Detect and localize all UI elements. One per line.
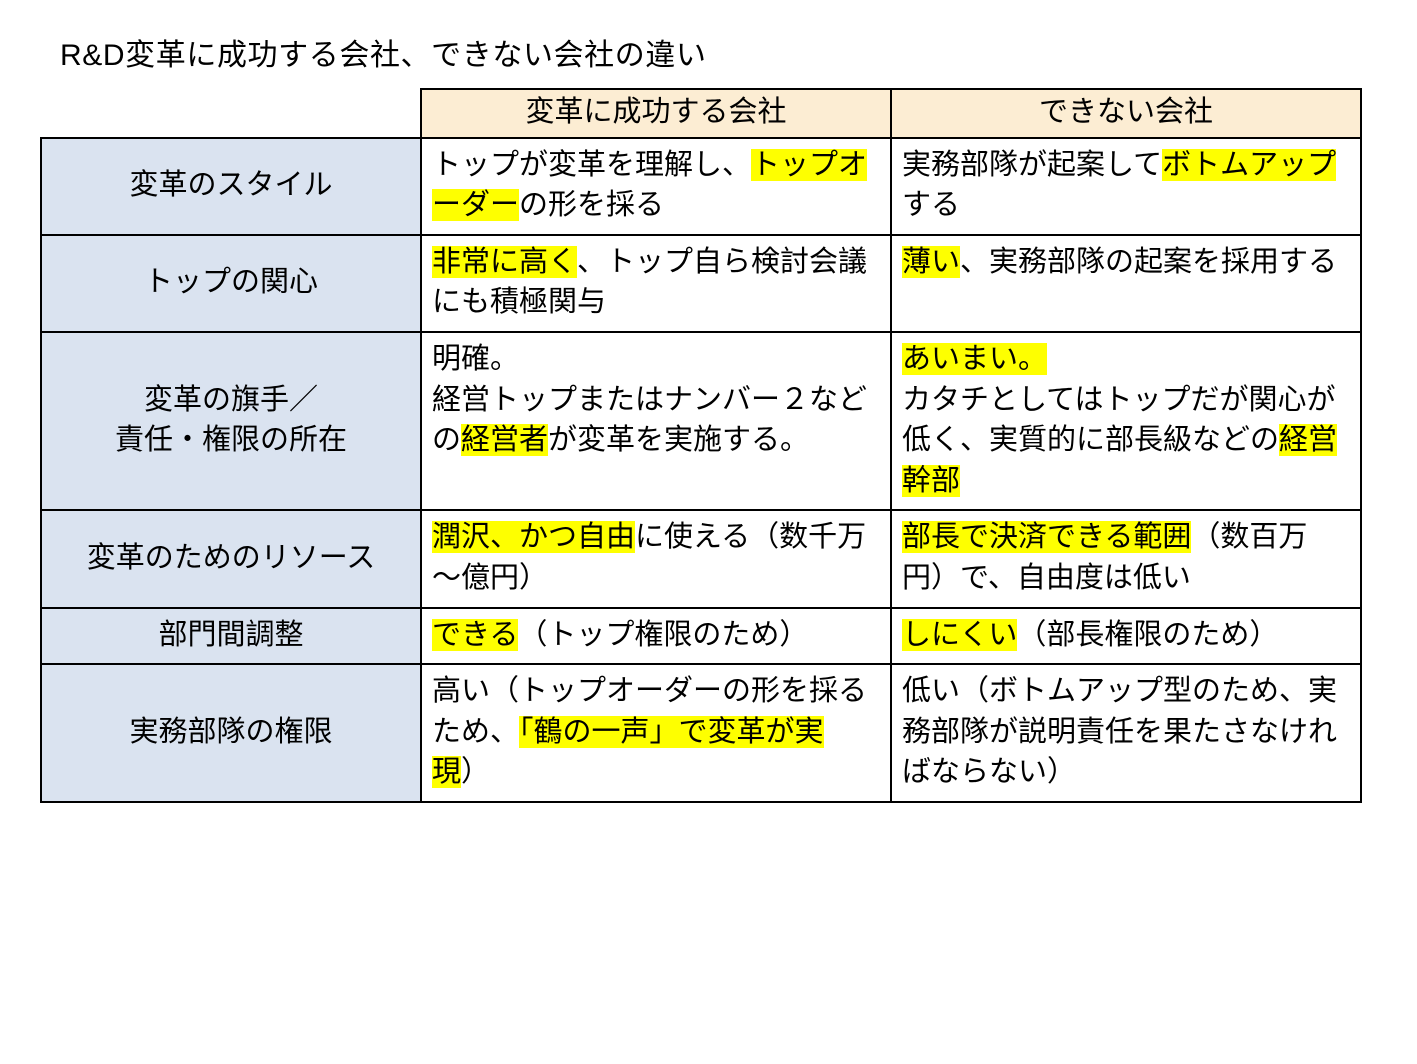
cell-text: ）	[461, 756, 490, 788]
cell-text: する	[902, 189, 960, 221]
cell-text: の形を採る	[519, 189, 664, 221]
row-label: 変革のスタイル	[41, 138, 421, 235]
highlighted-text: あいまい。	[902, 343, 1047, 375]
cell-text: 実務部隊が起案して	[902, 149, 1162, 181]
column-header-success: 変革に成功する会社	[421, 89, 891, 138]
cell-fail: しにくい（部長権限のため）	[891, 608, 1361, 665]
cell-text: （部長権限のため）	[1017, 619, 1278, 651]
table-row: 変革のためのリソース潤沢、かつ自由に使える（数千万～億円）部長で決済できる範囲（…	[41, 510, 1361, 607]
highlighted-text: ボトムアップ	[1162, 149, 1336, 181]
cell-success: 非常に高く、トップ自ら検討会議にも積極関与	[421, 235, 891, 332]
table-body: 変革のスタイルトップが変革を理解し、トップオーダーの形を採る実務部隊が起案してボ…	[41, 138, 1361, 802]
highlighted-text: しにくい	[902, 619, 1017, 651]
cell-text: トップが変革を理解し、	[432, 149, 751, 181]
cell-text: カタチとしてはトップだが関心が低く、実質的に部長級などの	[902, 384, 1336, 457]
cell-fail: 部長で決済できる範囲（数百万円）で、自由度は低い	[891, 510, 1361, 607]
table-corner-cell	[41, 89, 421, 138]
table-row: 部門間調整できる（トップ権限のため）しにくい（部長権限のため）	[41, 608, 1361, 665]
row-label: 変革の旗手／責任・権限の所在	[41, 332, 421, 510]
page-title: R&D変革に成功する会社、できない会社の違い	[60, 30, 1377, 74]
table-row: 変革のスタイルトップが変革を理解し、トップオーダーの形を採る実務部隊が起案してボ…	[41, 138, 1361, 235]
highlighted-text: 潤沢、かつ自由	[432, 521, 635, 553]
cell-text: （トップ権限のため）	[518, 619, 808, 651]
row-label: 変革のためのリソース	[41, 510, 421, 607]
table-row: 実務部隊の権限高い（トップオーダーの形を採るため、「鶴の一声」で変革が実現）低い…	[41, 664, 1361, 802]
cell-success: 明確。経営トップまたはナンバー２などの経営者が変革を実施する。	[421, 332, 891, 510]
cell-fail: 実務部隊が起案してボトムアップする	[891, 138, 1361, 235]
cell-text: が変革を実施する。	[548, 424, 809, 456]
highlighted-text: 部長で決済できる範囲	[902, 521, 1191, 553]
table-row: トップの関心非常に高く、トップ自ら検討会議にも積極関与薄い、実務部隊の起案を採用…	[41, 235, 1361, 332]
cell-fail: 低い（ボトムアップ型のため、実務部隊が説明責任を果たさなければならない）	[891, 664, 1361, 802]
highlighted-text: できる	[432, 619, 518, 651]
highlighted-text: 経営者	[461, 424, 548, 456]
row-label: 実務部隊の権限	[41, 664, 421, 802]
row-label: 部門間調整	[41, 608, 421, 665]
cell-text: 明確。	[432, 343, 519, 375]
highlighted-text: 薄い	[902, 246, 960, 278]
cell-success: できる（トップ権限のため）	[421, 608, 891, 665]
cell-text: 低い（ボトムアップ型のため、実務部隊が説明責任を果たさなければならない）	[902, 675, 1337, 788]
cell-success: トップが変革を理解し、トップオーダーの形を採る	[421, 138, 891, 235]
row-label: トップの関心	[41, 235, 421, 332]
highlighted-text: 非常に高く	[432, 246, 577, 278]
cell-fail: あいまい。カタチとしてはトップだが関心が低く、実質的に部長級などの経営幹部	[891, 332, 1361, 510]
comparison-table: 変革に成功する会社 できない会社 変革のスタイルトップが変革を理解し、トップオー…	[40, 88, 1362, 803]
cell-success: 潤沢、かつ自由に使える（数千万～億円）	[421, 510, 891, 607]
table-row: 変革の旗手／責任・権限の所在明確。経営トップまたはナンバー２などの経営者が変革を…	[41, 332, 1361, 510]
cell-text: 、実務部隊の起案を採用する	[960, 246, 1337, 278]
cell-fail: 薄い、実務部隊の起案を採用する	[891, 235, 1361, 332]
cell-success: 高い（トップオーダーの形を採るため、「鶴の一声」で変革が実現）	[421, 664, 891, 802]
table-header-row: 変革に成功する会社 できない会社	[41, 89, 1361, 138]
column-header-fail: できない会社	[891, 89, 1361, 138]
